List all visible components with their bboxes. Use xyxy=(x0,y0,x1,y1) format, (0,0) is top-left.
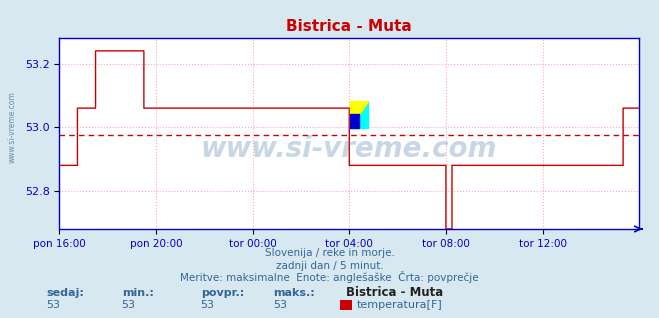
Text: maks.:: maks.: xyxy=(273,288,315,298)
Polygon shape xyxy=(351,101,368,128)
Text: www.si-vreme.com: www.si-vreme.com xyxy=(8,91,17,163)
Text: zadnji dan / 5 minut.: zadnji dan / 5 minut. xyxy=(275,261,384,271)
Text: temperatura[F]: temperatura[F] xyxy=(357,301,443,310)
Text: povpr.:: povpr.: xyxy=(201,288,244,298)
Title: Bistrica - Muta: Bistrica - Muta xyxy=(287,19,412,34)
Text: 53: 53 xyxy=(121,301,136,310)
Text: min.:: min.: xyxy=(122,288,154,298)
Text: 53: 53 xyxy=(45,301,60,310)
Text: sedaj:: sedaj: xyxy=(46,288,84,298)
Polygon shape xyxy=(351,101,368,128)
Text: 53: 53 xyxy=(200,301,215,310)
Text: www.si-vreme.com: www.si-vreme.com xyxy=(201,135,498,163)
Text: 53: 53 xyxy=(273,301,287,310)
Text: Slovenija / reke in morje.: Slovenija / reke in morje. xyxy=(264,248,395,258)
Polygon shape xyxy=(351,114,359,128)
Text: Bistrica - Muta: Bistrica - Muta xyxy=(346,287,444,299)
Text: Meritve: maksimalne  Enote: anglešaške  Črta: povprečje: Meritve: maksimalne Enote: anglešaške Čr… xyxy=(180,272,479,283)
